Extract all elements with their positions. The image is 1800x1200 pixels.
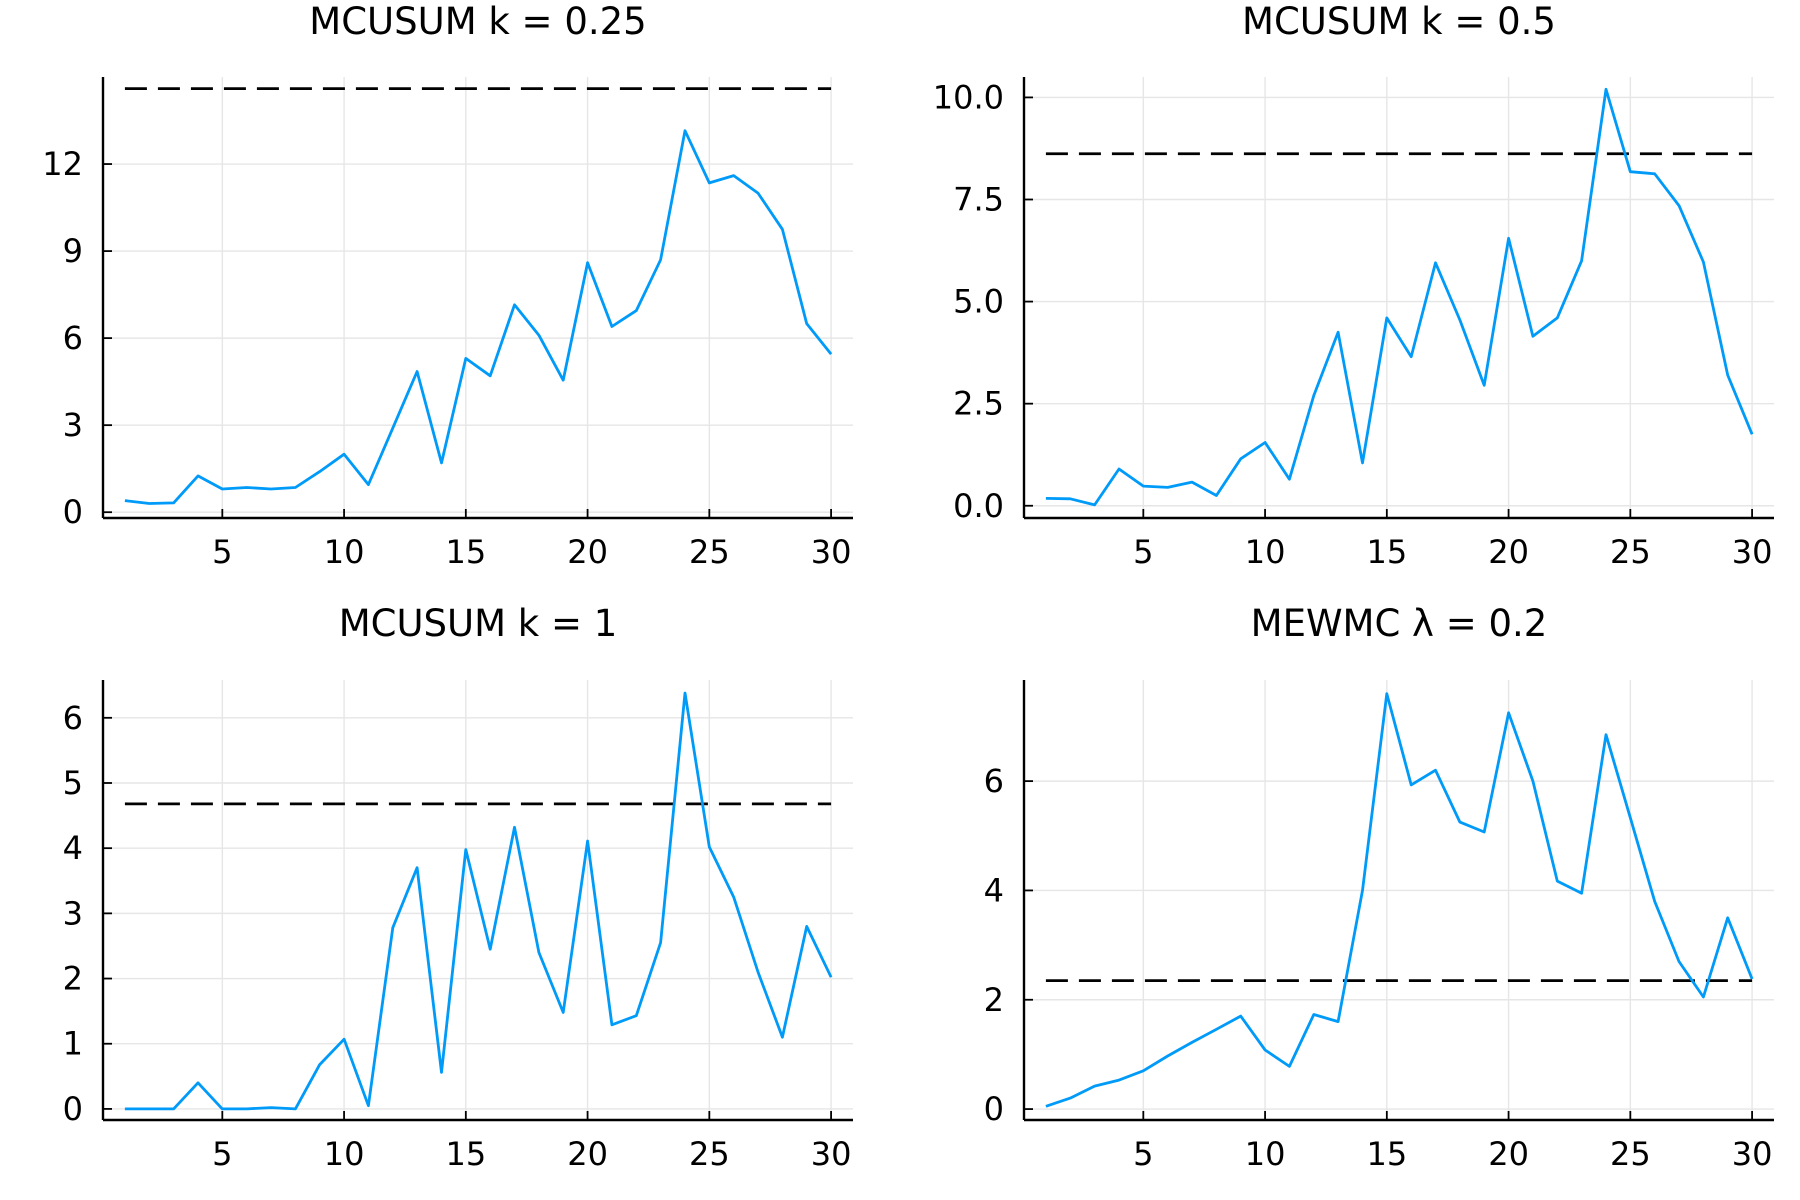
chart-title: MCUSUM k = 1 xyxy=(339,602,618,645)
x-tick-label: 10 xyxy=(1245,1135,1286,1173)
series-line xyxy=(124,691,833,1111)
x-tick-label: 30 xyxy=(811,1135,852,1173)
chart-title: MCUSUM k = 0.25 xyxy=(309,0,646,43)
y-tick-label: 12 xyxy=(42,145,83,183)
y-tick-label: 3 xyxy=(63,406,83,444)
x-tick-label: 25 xyxy=(689,533,730,571)
y-tick-label: 0 xyxy=(63,1090,83,1128)
y-tick-label: 5 xyxy=(63,764,83,802)
chart-title: MCUSUM k = 0.5 xyxy=(1242,0,1556,43)
chart-panel-1: 5 10 15 20 25 30 0 3 6 9 12 MCUSUM k = 0.25 xyxy=(42,0,853,571)
series-line xyxy=(1045,87,1754,507)
x-tick-label: 10 xyxy=(324,533,365,571)
y-tick-label: 6 xyxy=(63,699,83,737)
y-tick-label: 9 xyxy=(63,232,83,270)
y-tick-label: 7.5 xyxy=(953,181,1004,219)
x-tick-label: 15 xyxy=(1366,1135,1407,1173)
y-tick-label: 3 xyxy=(63,894,83,932)
x-tick-label: 15 xyxy=(445,533,486,571)
y-tick-label: 6 xyxy=(984,762,1004,800)
x-tick-label: 20 xyxy=(567,1135,608,1173)
x-tick-label: 10 xyxy=(1245,533,1286,571)
y-tick-label: 2 xyxy=(984,981,1004,1019)
chart-panel-2: 5 10 15 20 25 30 0.0 2.5 5.0 7.5 10.0 MCUSUM k = 0.… xyxy=(933,0,1774,571)
y-tick-label: 2 xyxy=(63,960,83,998)
x-tick-label: 30 xyxy=(1732,533,1773,571)
y-tick-label: 10.0 xyxy=(933,78,1004,116)
chart-panel-4: 5 10 15 20 25 30 0 2 4 6 MEWMC λ = 0.2 xyxy=(984,602,1774,1173)
x-tick-label: 15 xyxy=(1366,533,1407,571)
x-tick-label: 5 xyxy=(1133,533,1153,571)
y-tick-label: 0 xyxy=(63,493,83,531)
x-tick-label: 20 xyxy=(1488,533,1529,571)
y-tick-label: 6 xyxy=(63,319,83,357)
x-tick-label: 25 xyxy=(1610,533,1651,571)
x-tick-label: 20 xyxy=(1488,1135,1529,1173)
x-tick-label: 5 xyxy=(1133,1135,1153,1173)
x-tick-label: 5 xyxy=(212,1135,232,1173)
x-tick-label: 25 xyxy=(1610,1135,1651,1173)
y-tick-label: 0.0 xyxy=(953,487,1004,525)
series-line xyxy=(124,129,833,505)
x-tick-label: 20 xyxy=(567,533,608,571)
x-tick-label: 25 xyxy=(689,1135,730,1173)
y-tick-label: 4 xyxy=(984,871,1004,909)
series-line xyxy=(1045,692,1754,1108)
x-tick-label: 10 xyxy=(324,1135,365,1173)
y-tick-label: 4 xyxy=(63,829,83,867)
x-tick-label: 30 xyxy=(811,533,852,571)
chart-panel-3: 5 10 15 20 25 30 0 1 2 3 4 5 6 MCUSUM k = 1 xyxy=(63,602,853,1173)
y-tick-label: 1 xyxy=(63,1025,83,1063)
x-tick-label: 5 xyxy=(212,533,232,571)
x-tick-label: 30 xyxy=(1732,1135,1773,1173)
y-tick-label: 5.0 xyxy=(953,283,1004,321)
chart-title: MEWMC λ = 0.2 xyxy=(1251,602,1548,645)
x-tick-label: 15 xyxy=(445,1135,486,1173)
y-tick-label: 2.5 xyxy=(953,385,1004,423)
y-tick-label: 0 xyxy=(984,1090,1004,1128)
